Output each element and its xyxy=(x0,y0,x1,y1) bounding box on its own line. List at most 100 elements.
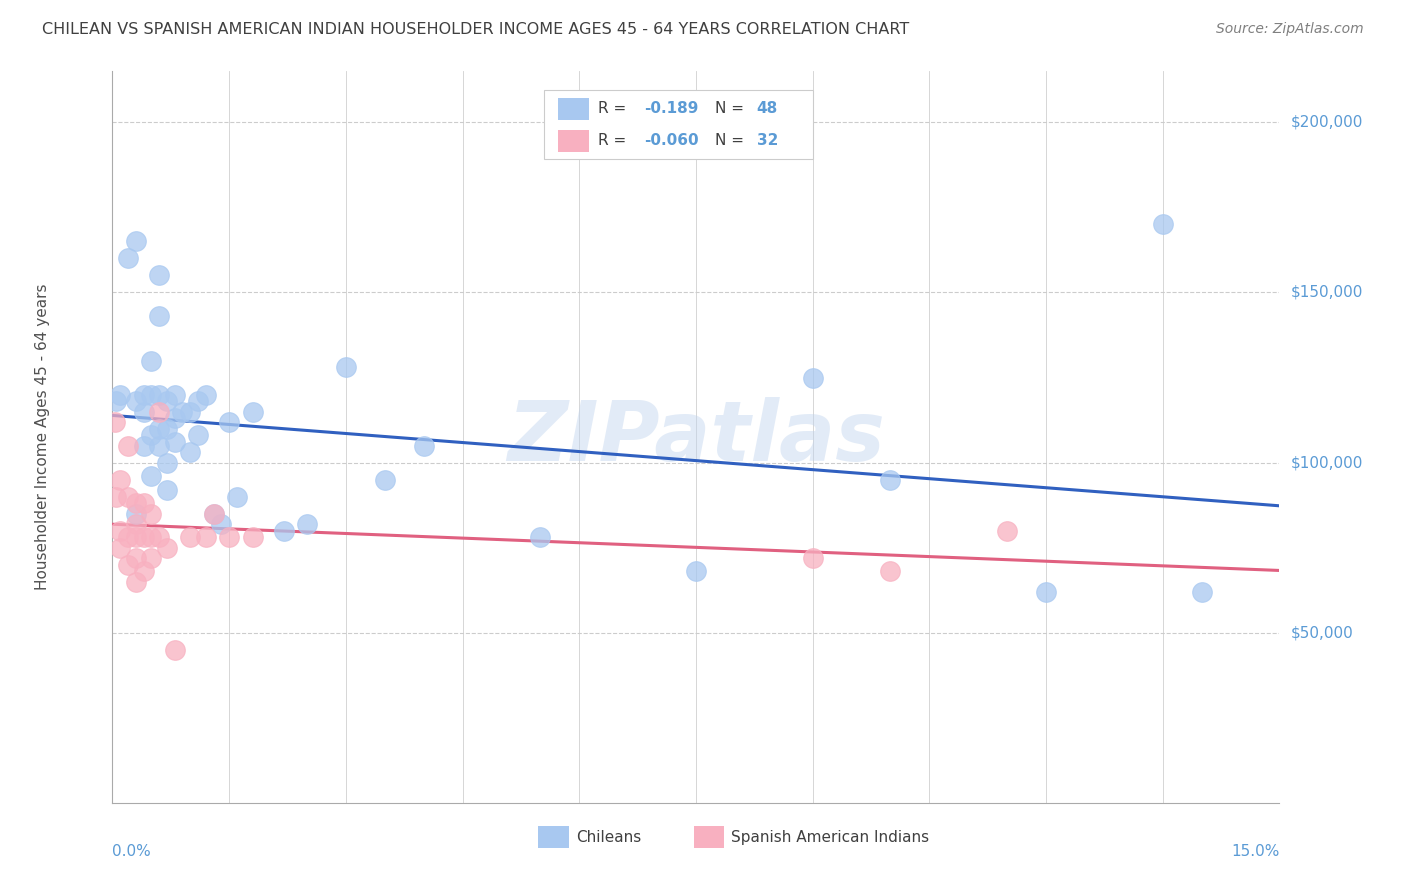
Text: $50,000: $50,000 xyxy=(1291,625,1354,640)
Point xyxy=(179,404,201,418)
Text: 0.0%: 0.0% xyxy=(112,845,152,860)
Point xyxy=(141,387,163,401)
Point xyxy=(374,473,396,487)
FancyBboxPatch shape xyxy=(558,98,589,120)
Point xyxy=(412,439,434,453)
Point xyxy=(148,531,170,545)
Point xyxy=(125,574,148,589)
Point xyxy=(879,473,901,487)
Point xyxy=(685,565,707,579)
Text: ZIPatlas: ZIPatlas xyxy=(508,397,884,477)
Point xyxy=(148,404,170,418)
Text: CHILEAN VS SPANISH AMERICAN INDIAN HOUSEHOLDER INCOME AGES 45 - 64 YEARS CORRELA: CHILEAN VS SPANISH AMERICAN INDIAN HOUSE… xyxy=(42,22,910,37)
Point xyxy=(125,235,148,249)
FancyBboxPatch shape xyxy=(544,90,813,159)
Text: R =: R = xyxy=(598,133,631,148)
Point xyxy=(801,550,824,565)
Point xyxy=(194,387,217,401)
Point xyxy=(156,483,179,497)
Point xyxy=(156,421,179,435)
Point xyxy=(104,415,127,429)
Point xyxy=(273,524,295,538)
Point xyxy=(156,456,179,470)
Point xyxy=(125,550,148,565)
Point xyxy=(141,469,163,483)
Point xyxy=(202,507,225,521)
Point xyxy=(226,490,249,504)
Point xyxy=(117,439,139,453)
Point xyxy=(179,445,201,459)
Point xyxy=(295,516,318,531)
Point xyxy=(110,524,132,538)
Point xyxy=(242,531,264,545)
Point xyxy=(163,642,186,657)
FancyBboxPatch shape xyxy=(538,826,569,848)
Text: N =: N = xyxy=(714,101,748,116)
Text: $150,000: $150,000 xyxy=(1291,285,1362,300)
Point xyxy=(194,531,217,545)
Point xyxy=(110,473,132,487)
Point xyxy=(187,428,209,442)
Point xyxy=(125,496,148,510)
Text: -0.060: -0.060 xyxy=(644,133,699,148)
Text: Chileans: Chileans xyxy=(576,830,641,845)
Point xyxy=(163,387,186,401)
Point xyxy=(132,565,155,579)
Point xyxy=(141,428,163,442)
Point xyxy=(125,394,148,409)
Point xyxy=(132,531,155,545)
Text: 48: 48 xyxy=(756,101,778,116)
Point xyxy=(110,387,132,401)
Point xyxy=(141,353,163,368)
Point xyxy=(141,507,163,521)
Text: R =: R = xyxy=(598,101,631,116)
Point xyxy=(110,541,132,555)
Text: $100,000: $100,000 xyxy=(1291,455,1362,470)
Point xyxy=(335,360,357,375)
Point xyxy=(801,370,824,384)
Point xyxy=(209,516,232,531)
Point xyxy=(156,394,179,409)
Point xyxy=(125,507,148,521)
Point xyxy=(879,565,901,579)
Text: 15.0%: 15.0% xyxy=(1232,845,1279,860)
Point xyxy=(132,439,155,453)
Point xyxy=(148,439,170,453)
Point xyxy=(218,531,240,545)
Point xyxy=(156,541,179,555)
Point xyxy=(1152,218,1174,232)
Point xyxy=(172,404,194,418)
Text: 32: 32 xyxy=(756,133,778,148)
Point xyxy=(163,435,186,450)
Point xyxy=(148,387,170,401)
Point xyxy=(105,394,128,409)
Point xyxy=(148,421,170,435)
Point xyxy=(148,268,170,283)
Point xyxy=(117,531,139,545)
Point xyxy=(132,387,155,401)
FancyBboxPatch shape xyxy=(558,130,589,152)
Point xyxy=(179,531,201,545)
Point xyxy=(1035,585,1057,599)
Point xyxy=(242,404,264,418)
Point xyxy=(132,404,155,418)
Point xyxy=(187,394,209,409)
Point xyxy=(105,490,128,504)
Point xyxy=(141,550,163,565)
Point xyxy=(163,411,186,425)
Point xyxy=(117,558,139,572)
Point xyxy=(529,531,551,545)
Point xyxy=(202,507,225,521)
Text: N =: N = xyxy=(714,133,748,148)
Point xyxy=(995,524,1018,538)
Point xyxy=(141,531,163,545)
Text: Householder Income Ages 45 - 64 years: Householder Income Ages 45 - 64 years xyxy=(35,284,51,591)
Text: -0.189: -0.189 xyxy=(644,101,699,116)
Point xyxy=(132,496,155,510)
Point xyxy=(218,415,240,429)
Point xyxy=(117,490,139,504)
Point xyxy=(117,252,139,266)
Point xyxy=(125,531,148,545)
Point xyxy=(148,310,170,324)
Text: Spanish American Indians: Spanish American Indians xyxy=(731,830,929,845)
